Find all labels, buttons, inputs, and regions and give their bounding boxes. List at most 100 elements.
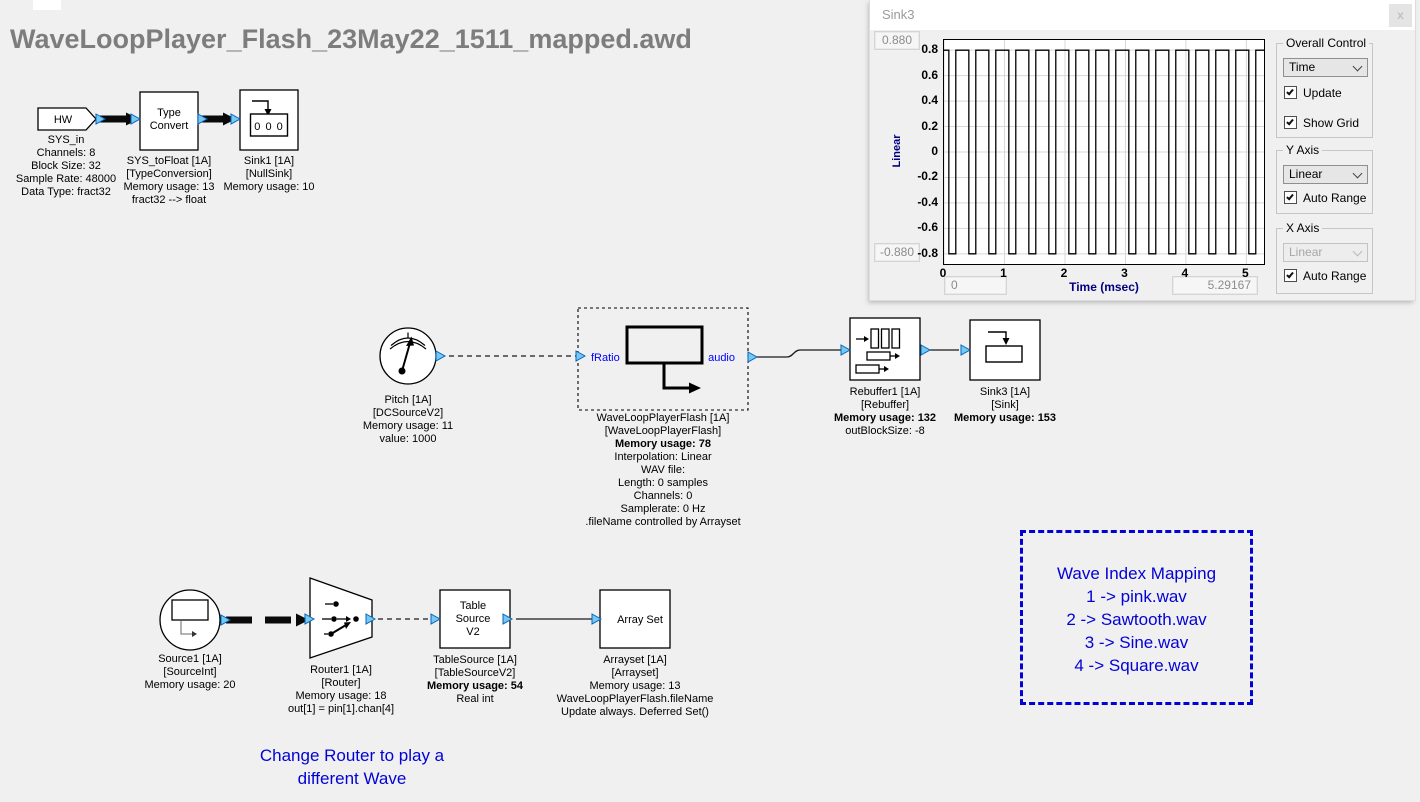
chevron-down-icon	[1352, 61, 1363, 72]
waveform-svg	[944, 40, 1264, 264]
block-pitch[interactable]	[379, 327, 437, 385]
block-router1[interactable]	[309, 577, 373, 659]
note-line: Change Router to play a	[259, 746, 445, 765]
dropdown-value: Linear	[1289, 167, 1323, 181]
y-auto-range-checkbox[interactable]: Auto Range	[1284, 191, 1366, 205]
pin-source1-out[interactable]	[220, 614, 232, 626]
y-tick-label: 0	[931, 144, 938, 158]
note-line: Wave Index Mapping	[1056, 564, 1217, 583]
y-tick-label: 0.8	[921, 42, 938, 57]
group-label: Overall Control	[1283, 36, 1370, 50]
pin-pitch-out[interactable]	[435, 350, 447, 362]
y-tick-label: -0.8	[917, 245, 938, 260]
pin-rebuffer-out[interactable]	[920, 344, 932, 356]
rebuffer-icon	[855, 328, 901, 374]
sink-icon	[985, 331, 1023, 363]
checkbox-icon	[1284, 191, 1297, 204]
y-scale-dropdown[interactable]: Linear	[1283, 165, 1368, 184]
block-source1[interactable]	[159, 589, 221, 651]
caption-sys-in: SYS_in Channels: 8 Block Size: 32 Sample Ra…	[15, 134, 117, 198]
block-sink1[interactable]: 0 0 0	[239, 89, 299, 151]
pin-audio-out[interactable]	[747, 351, 759, 363]
block-type-convert[interactable]: Type Convert	[139, 91, 199, 151]
type-convert-label2: Convert	[150, 120, 189, 132]
x-auto-range-checkbox[interactable]: Auto Range	[1284, 269, 1366, 283]
chevron-down-icon	[1352, 168, 1363, 179]
router-icon	[322, 601, 359, 637]
fratio-pin-label: fRatio	[591, 352, 620, 364]
caption-sink3: Sink3 [1A] [Sink] Memory usage: 153	[953, 386, 1057, 424]
pin-tablesource-out[interactable]	[502, 613, 514, 625]
scope-window-title: Sink3	[882, 7, 915, 22]
document-tab	[33, 0, 61, 10]
group-label: Y Axis	[1283, 143, 1323, 157]
pin-typeconvert-out[interactable]	[197, 113, 209, 125]
pin-rebuffer-in[interactable]	[840, 344, 852, 356]
audio-pin-label: audio	[708, 352, 735, 364]
block-sink3[interactable]	[969, 319, 1041, 381]
note-line: 2 -> Sawtooth.wav	[1066, 610, 1207, 629]
dial-gauge-icon	[389, 332, 427, 375]
close-button[interactable]: x	[1389, 4, 1412, 27]
y-tick-label: 0.2	[921, 118, 938, 133]
y-tick-label: 0.4	[921, 93, 938, 108]
scope-titlebar[interactable]: Sink3 x	[870, 0, 1415, 30]
pin-fratio-in[interactable]	[575, 350, 587, 362]
x-tick-label: 4	[1181, 266, 1189, 280]
note-line: different Wave	[297, 769, 407, 788]
pin-hw-out[interactable]	[95, 113, 107, 125]
sink1-counter-text: 0 0 0	[254, 121, 283, 133]
block-array-set[interactable]: Array Set	[599, 589, 671, 649]
domain-dropdown[interactable]: Time	[1283, 58, 1368, 77]
caption-table-source: TableSource [1A] [TableSourceV2] Memory us…	[427, 654, 523, 705]
pin-sink3-in[interactable]	[960, 344, 972, 356]
y-tick-label: 0.6	[921, 67, 938, 82]
close-icon: x	[1397, 8, 1404, 22]
sink3-scope-window: Sink3 x 0.880 -0.880 0 5.29167 Linear Ti…	[870, 0, 1415, 300]
wave-index-mapping-note[interactable]: Wave Index Mapping 1 -> pink.wav 2 -> Sa…	[1020, 530, 1253, 705]
flash-player-icon	[625, 325, 704, 394]
y-max-readout: 0.880	[874, 31, 920, 50]
wire-source1-to-router1[interactable]	[226, 613, 309, 627]
caption-router1: Router1 [1A] [Router] Memory usage: 18 out[…	[287, 664, 395, 715]
pin-router-out[interactable]	[365, 613, 377, 625]
table-source-label3: V2	[466, 626, 479, 638]
caption-source1: Source1 [1A] [SourceInt] Memory usage: 20	[144, 653, 236, 691]
caption-wave-loop-player: WaveLoopPlayerFlash [1A] [WaveLoopPlayerF…	[585, 412, 741, 528]
x-tick-label: 3	[1121, 266, 1128, 280]
caption-pitch: Pitch [1A] [DCSourceV2] Memory usage: 11 va…	[362, 394, 454, 445]
overall-control-group: Overall Control Time Update Show Grid	[1276, 36, 1373, 138]
x-axis-group: X Axis Linear Auto Range	[1276, 221, 1373, 294]
pin-sink1-in[interactable]	[230, 113, 242, 125]
type-convert-label: Type	[157, 107, 181, 119]
x-max-readout: 5.29167	[1172, 276, 1258, 295]
pin-tablesource-in[interactable]	[430, 613, 442, 625]
checkbox-icon	[1284, 116, 1297, 129]
x-axis-label: Time (msec)	[1069, 280, 1139, 294]
y-tick-label: -0.4	[917, 194, 938, 209]
note-line: 3 -> Sine.wav	[1084, 633, 1189, 652]
y-axis-group: Y Axis Linear Auto Range	[1276, 143, 1373, 214]
update-checkbox[interactable]: Update	[1284, 86, 1342, 100]
dropdown-value: Time	[1289, 60, 1316, 74]
caption-type-convert: SYS_toFloat [1A] [TypeConversion] Memory u…	[123, 155, 215, 206]
null-sink-icon	[249, 100, 289, 137]
pin-typeconvert-in[interactable]	[130, 113, 142, 125]
show-grid-checkbox[interactable]: Show Grid	[1284, 116, 1359, 130]
y-tick-label: -0.6	[917, 220, 938, 235]
router-note[interactable]: Change Router to play a different Wave	[260, 744, 444, 790]
scope-plot	[943, 39, 1265, 265]
block-rebuffer1[interactable]	[849, 317, 921, 381]
source-icon	[171, 599, 209, 637]
caption-sink1: Sink1 [1A] [NullSink] Memory usage: 10	[223, 155, 315, 193]
chevron-down-icon	[1352, 246, 1363, 257]
block-wave-loop-player-flash[interactable]: fRatio audio	[577, 307, 749, 411]
wire-audio-to-rebuffer[interactable]	[756, 349, 841, 358]
pin-router-in[interactable]	[304, 613, 316, 625]
block-sys-in[interactable]: HW	[37, 107, 97, 131]
y-axis-label: Linear	[891, 134, 903, 168]
pin-arrayset-in[interactable]	[591, 613, 603, 625]
block-table-source[interactable]: Table Source V2	[439, 589, 511, 649]
caption-rebuffer1: Rebuffer1 [1A] [Rebuffer] Memory usage: 13…	[833, 386, 937, 437]
note-line: 4 -> Square.wav	[1074, 656, 1199, 675]
